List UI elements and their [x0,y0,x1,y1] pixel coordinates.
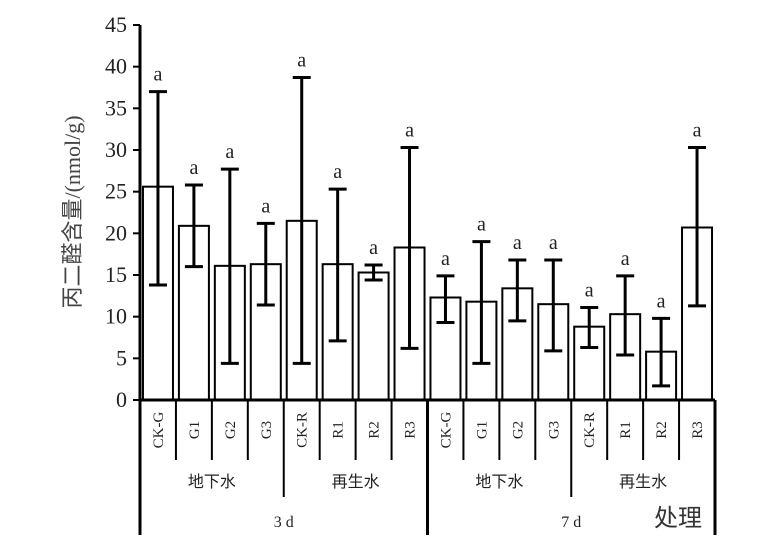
significance-letter: a [693,120,702,142]
significance-letter: a [585,280,594,302]
significance-letter: a [189,157,198,179]
category-label: CK-G [438,412,454,449]
category-label: R1 [618,421,634,439]
significance-letter: a [261,195,270,217]
y-axis: 0 5 10 15 20 25 30 35 40 45 [105,12,142,412]
y-tick-label: 15 [105,262,127,287]
time-group-label: 3 d [274,514,294,531]
water-group-label: 地下水 [475,473,523,491]
y-tick-label: 35 [105,95,127,120]
significance-letter: a [369,237,378,259]
water-group-label: 再生水 [619,473,667,491]
category-label: CK-G [151,412,167,449]
category-label: R3 [690,421,706,439]
category-label: CK-R [295,412,311,448]
x-axis: CK-G G1 G2 G3 CK-R R1 R2 R3 CK-G G1 G2 G3 CK-R R1 R2 R3… [138,398,717,535]
y-tick-label: 0 [116,387,127,412]
category-label: G2 [510,421,526,439]
significance-letter: a [154,64,163,86]
significance-letter: a [405,120,414,142]
significance-letter: a [549,232,558,254]
bars: a a a a a a a a a a a a a a a a [141,50,714,402]
significance-letter: a [225,141,234,163]
y-tick-label: 10 [105,304,127,329]
category-label: R1 [331,421,347,439]
category-label: CK-R [582,412,598,448]
category-label: G1 [474,421,490,439]
category-label: G2 [223,421,239,439]
time-group-label: 7 d [561,514,581,531]
significance-letter: a [297,50,306,72]
water-group-label: 地下水 [188,473,236,491]
bar [249,263,282,401]
y-tick-label: 5 [116,345,127,370]
category-label: G3 [259,421,275,439]
y-tick-label: 45 [105,12,127,37]
significance-letter: a [621,248,630,270]
category-label: R3 [403,421,419,439]
x-axis-label: 处理 [654,505,702,532]
y-tick-label: 30 [105,137,127,162]
y-tick-label: 20 [105,220,127,245]
y-axis-label: 丙二醛含量/(nmol/g) [60,115,85,308]
bar [357,271,390,401]
significance-letter: a [333,161,342,183]
category-label: G3 [546,421,562,439]
category-label: G1 [187,421,203,439]
significance-letter: a [441,248,450,270]
category-label: R2 [367,421,383,439]
category-label: R2 [654,421,670,439]
significance-letter: a [657,290,666,312]
significance-letter: a [477,214,486,236]
water-group-label: 再生水 [332,473,380,491]
significance-letter: a [513,232,522,254]
y-tick-label: 40 [105,54,127,79]
y-tick-label: 25 [105,179,127,204]
